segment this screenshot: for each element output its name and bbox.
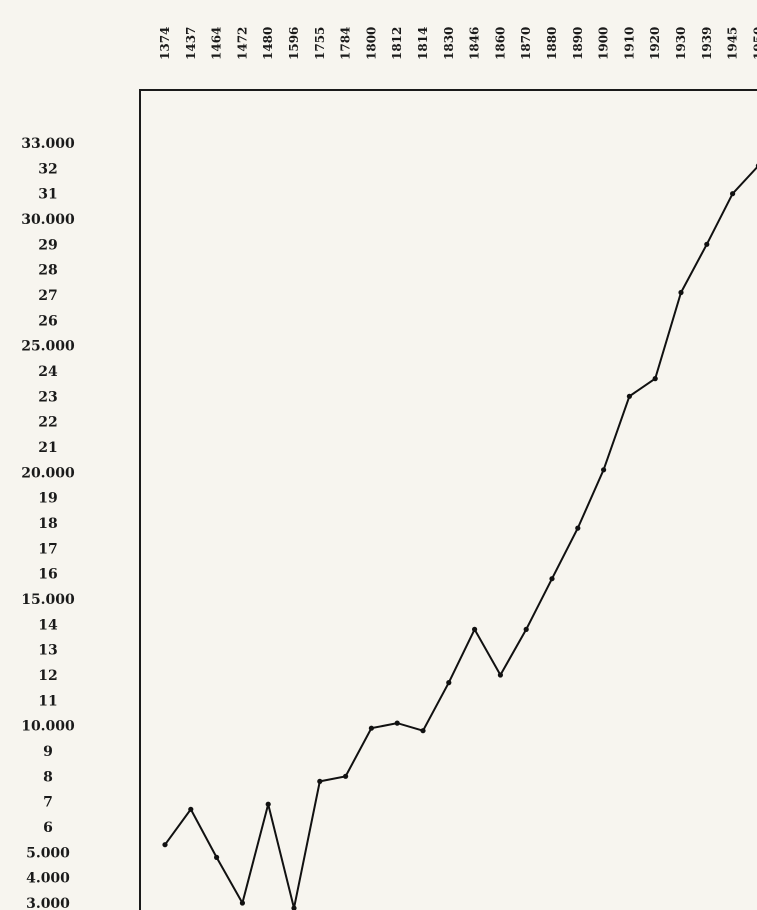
x-tick-label: 1930	[674, 27, 688, 60]
y-tick-label: 31	[38, 187, 57, 203]
y-tick-label: 19	[38, 491, 57, 507]
x-tick-label: 1437	[184, 27, 198, 60]
x-tick-label: 1830	[442, 27, 456, 60]
y-tick-label: 7	[43, 795, 53, 811]
y-tick-label: 3.000	[26, 896, 70, 910]
y-tick-label: 15.000	[21, 592, 75, 608]
y-tick-label: 30.000	[21, 212, 75, 228]
x-tick-label: 1920	[648, 27, 662, 60]
y-tick-label: 25.000	[21, 339, 75, 355]
y-tick-label: 9	[43, 744, 53, 760]
data-point	[446, 680, 452, 686]
y-tick-label: 13	[38, 643, 57, 659]
y-tick-label: 20.000	[21, 465, 75, 481]
data-point	[601, 467, 607, 473]
y-tick-label: 18	[38, 516, 57, 532]
data-point	[188, 806, 194, 812]
y-tick-label: 26	[38, 313, 57, 329]
x-tick-label: 1900	[597, 27, 611, 60]
y-axis-tick-labels: 33.000 32 31 30.000 29 28 27 26 25.000 24 23 22 21 20…	[21, 136, 75, 910]
x-axis-tick-labels: 1374 1437 1464 1472 1480 1596 1755 1784 1800 1812…	[158, 27, 757, 60]
x-tick-label: 1910	[622, 27, 636, 60]
x-tick-label: 1846	[468, 27, 482, 60]
x-tick-label: 1812	[390, 27, 404, 60]
x-tick-label: 1945	[726, 27, 740, 60]
y-tick-label: 23	[38, 389, 57, 405]
x-tick-label: 1596	[287, 27, 301, 60]
y-tick-label: 11	[38, 693, 57, 709]
data-point	[678, 289, 684, 296]
data-point	[214, 854, 220, 861]
plot-frame	[139, 89, 757, 910]
y-tick-label: 5.000	[26, 845, 70, 861]
y-tick-label: 17	[38, 541, 57, 557]
data-point	[368, 725, 374, 731]
data-point	[472, 626, 478, 633]
data-point	[162, 842, 168, 848]
data-point	[394, 720, 400, 726]
y-tick-label: 33.000	[21, 136, 75, 152]
y-tick-label: 10.000	[21, 719, 75, 735]
data-point	[239, 900, 245, 906]
x-tick-label: 1464	[210, 27, 224, 60]
y-tick-label: 4.000	[26, 871, 70, 887]
data-point	[626, 393, 633, 399]
y-tick-label: 29	[38, 237, 57, 253]
data-point	[523, 626, 529, 633]
series-line	[164, 165, 757, 909]
y-tick-label: 22	[38, 415, 57, 431]
data-point	[497, 672, 503, 678]
x-tick-label: 1784	[339, 27, 353, 60]
x-tick-label: 1814	[416, 27, 430, 60]
x-tick-label: 1480	[261, 27, 275, 60]
data-point	[652, 376, 658, 382]
data-point	[704, 241, 710, 247]
y-tick-label: 8	[43, 769, 53, 785]
x-tick-label: 1870	[519, 27, 533, 60]
x-tick-label: 1860	[493, 27, 507, 60]
y-tick-label: 6	[43, 820, 53, 836]
y-tick-label: 14	[38, 617, 58, 633]
data-point	[317, 778, 323, 785]
data-point	[420, 728, 426, 734]
y-tick-label: 32	[38, 161, 57, 177]
data-points	[162, 163, 757, 910]
x-tick-label: 1890	[571, 27, 585, 60]
y-tick-label: 12	[38, 668, 57, 684]
x-tick-label: 1472	[235, 27, 249, 60]
data-point	[265, 801, 271, 807]
x-tick-label: 1950	[751, 27, 757, 60]
y-tick-label: 16	[38, 567, 57, 583]
y-tick-label: 24	[38, 364, 58, 380]
y-tick-label: 21	[38, 440, 57, 456]
x-tick-label: 1939	[700, 27, 714, 60]
y-tick-label: 27	[38, 288, 57, 304]
data-point	[549, 576, 555, 582]
data-point	[575, 525, 581, 531]
x-tick-label: 1800	[364, 27, 378, 60]
x-tick-label: 1374	[158, 27, 172, 60]
y-tick-label: 28	[38, 263, 57, 279]
data-point	[730, 191, 736, 197]
data-point	[343, 773, 349, 779]
data-point	[291, 905, 297, 910]
x-tick-label: 1880	[545, 27, 559, 60]
x-tick-label: 1755	[313, 27, 327, 60]
